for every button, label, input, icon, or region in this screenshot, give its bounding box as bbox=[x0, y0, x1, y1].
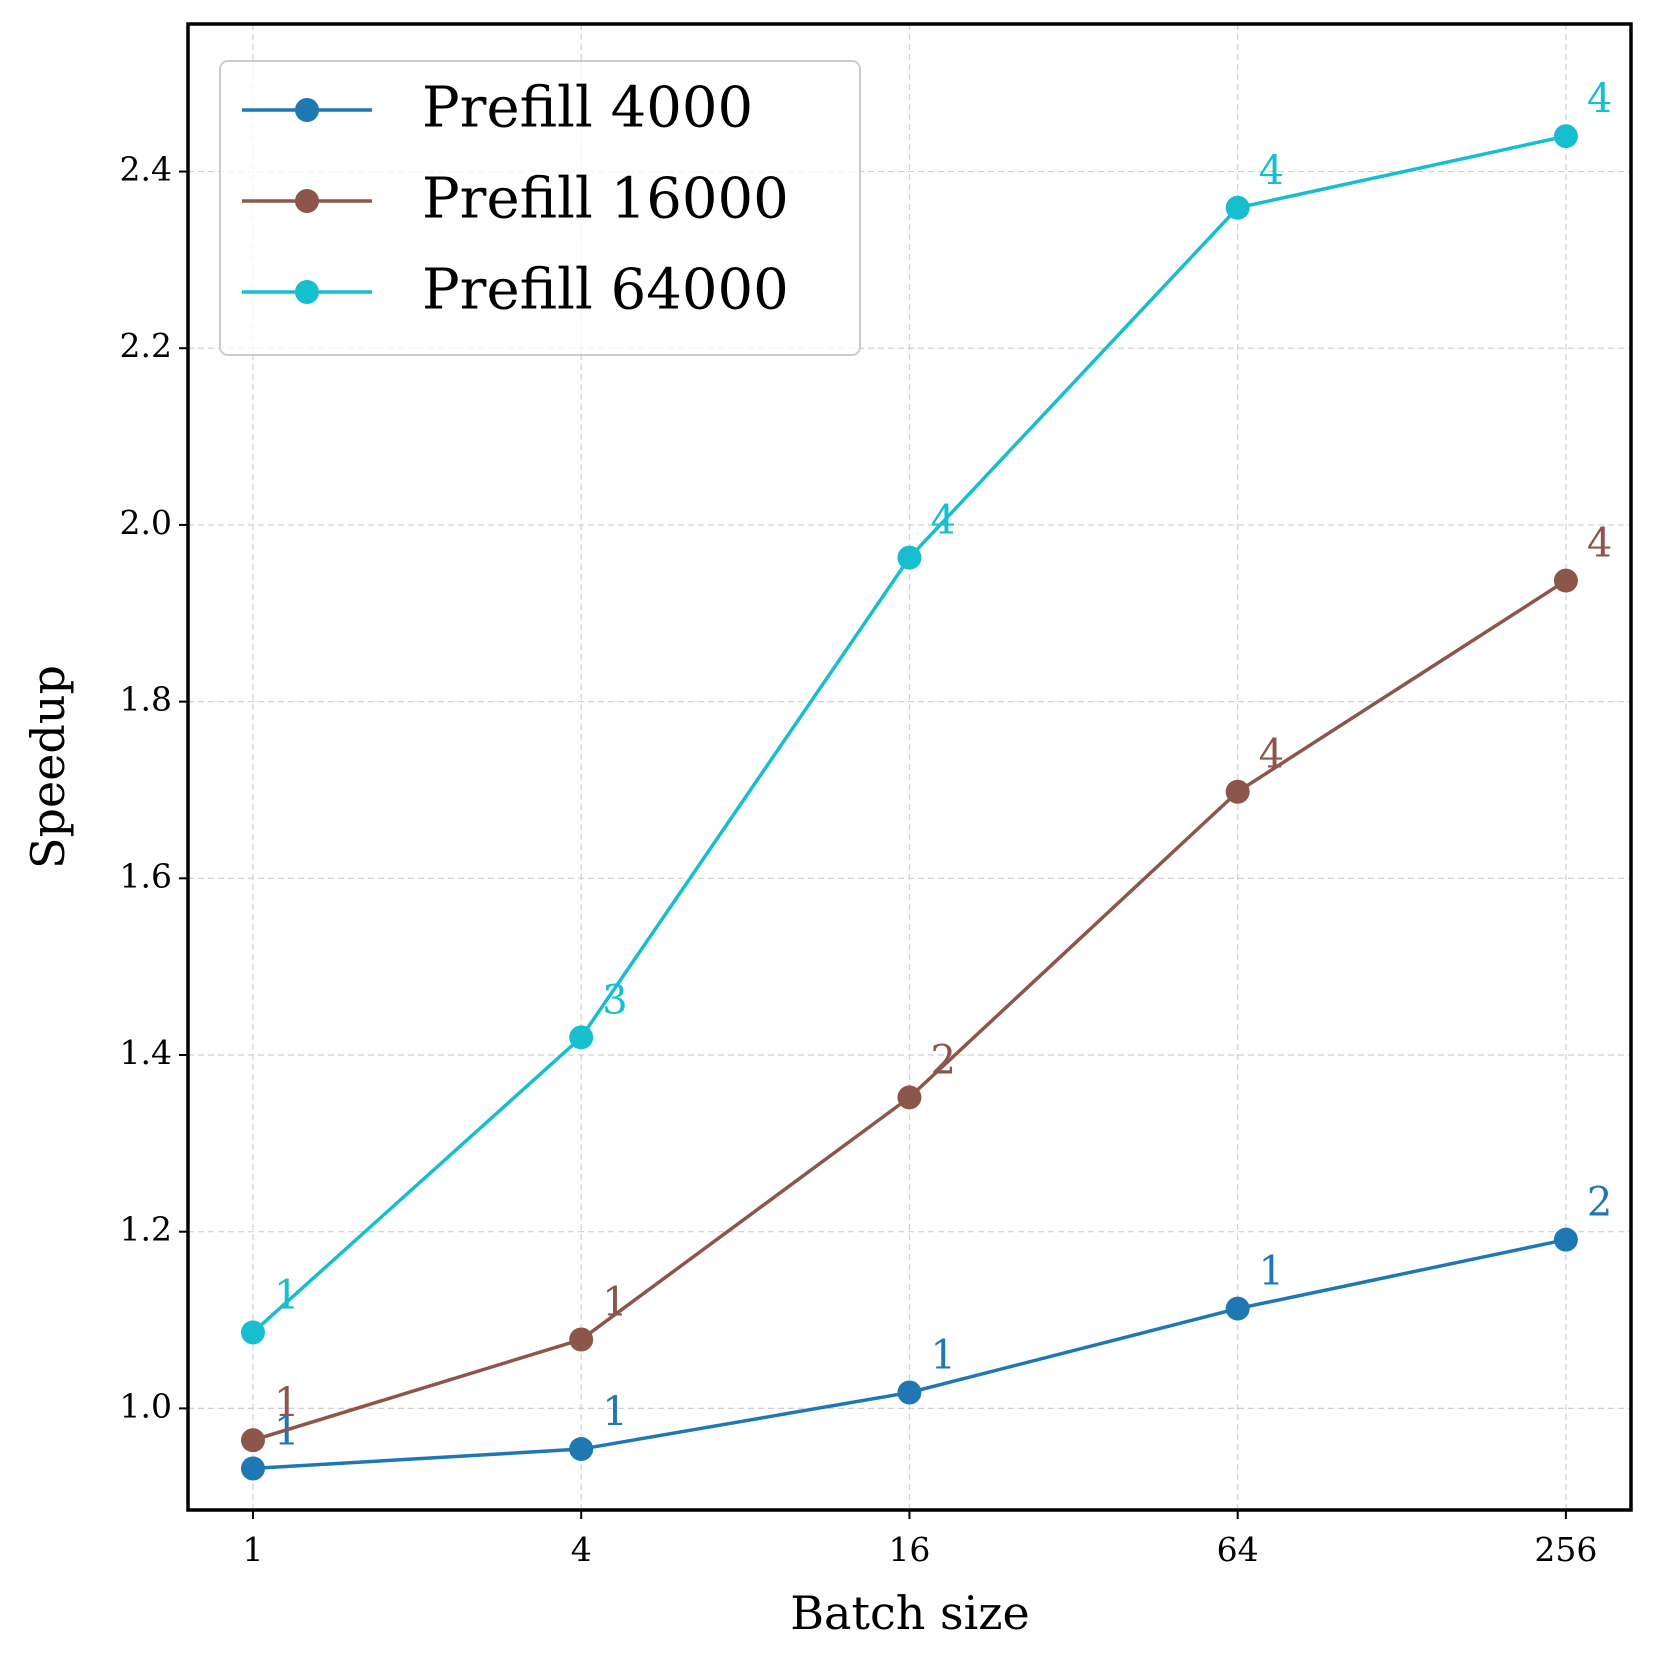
point-label: 1 bbox=[930, 1332, 955, 1378]
x-tick-label: 4 bbox=[571, 1530, 592, 1569]
data-point bbox=[1553, 568, 1578, 593]
legend-label: Prefill 64000 bbox=[422, 258, 789, 323]
data-point bbox=[897, 1380, 922, 1405]
data-point bbox=[569, 1437, 594, 1462]
data-point bbox=[569, 1025, 594, 1050]
x-tick-label: 256 bbox=[1534, 1530, 1597, 1569]
legend-marker bbox=[295, 98, 319, 122]
data-point bbox=[1553, 124, 1578, 149]
point-label: 4 bbox=[1259, 732, 1284, 778]
data-point bbox=[1225, 195, 1250, 220]
legend-label: Prefill 16000 bbox=[422, 167, 789, 232]
y-tick-label: 1.4 bbox=[120, 1033, 172, 1072]
y-tick-label: 2.2 bbox=[120, 326, 172, 365]
legend-marker bbox=[295, 280, 319, 304]
data-point bbox=[897, 545, 922, 570]
plot-frame bbox=[186, 22, 1633, 1512]
data-point bbox=[569, 1327, 594, 1352]
y-tick-label: 1.0 bbox=[120, 1386, 172, 1425]
legend-frame bbox=[219, 60, 861, 356]
data-point bbox=[240, 1456, 265, 1481]
y-tick-label: 1.6 bbox=[120, 856, 172, 895]
x-axis-label: Batch size bbox=[790, 1586, 1030, 1640]
legend-marker bbox=[295, 189, 319, 213]
legend: Prefill 4000 Prefill 16000 Prefill 64000 bbox=[219, 60, 861, 356]
data-point bbox=[1225, 779, 1250, 804]
data-point bbox=[240, 1428, 265, 1453]
y-tick-label: 1.2 bbox=[120, 1210, 172, 1249]
x-tick-label: 1 bbox=[242, 1530, 263, 1569]
y-tick-label: 1.8 bbox=[120, 680, 172, 719]
point-label: 4 bbox=[1587, 76, 1612, 122]
y-tick-label: 2.4 bbox=[120, 150, 172, 189]
data-point bbox=[1553, 1227, 1578, 1252]
data-point bbox=[897, 1085, 922, 1110]
point-label: 1 bbox=[274, 1380, 299, 1426]
legend-label: Prefill 4000 bbox=[422, 76, 753, 141]
point-label: 1 bbox=[1259, 1249, 1284, 1295]
x-tick-label: 16 bbox=[888, 1530, 930, 1569]
y-tick-label: 2.0 bbox=[120, 503, 172, 542]
point-label: 2 bbox=[1587, 1180, 1612, 1226]
y-axis-label: Speedup bbox=[21, 665, 75, 869]
point-label: 4 bbox=[1587, 521, 1612, 567]
x-tick-label: 64 bbox=[1217, 1530, 1259, 1569]
point-label: 4 bbox=[930, 498, 955, 544]
point-label: 4 bbox=[1259, 148, 1284, 194]
data-point bbox=[1225, 1296, 1250, 1321]
point-label: 1 bbox=[602, 1389, 627, 1435]
point-label: 2 bbox=[930, 1037, 955, 1083]
point-label: 1 bbox=[602, 1279, 627, 1325]
data-point bbox=[240, 1320, 265, 1345]
point-label: 1 bbox=[274, 1272, 299, 1318]
point-label: 3 bbox=[602, 977, 627, 1023]
